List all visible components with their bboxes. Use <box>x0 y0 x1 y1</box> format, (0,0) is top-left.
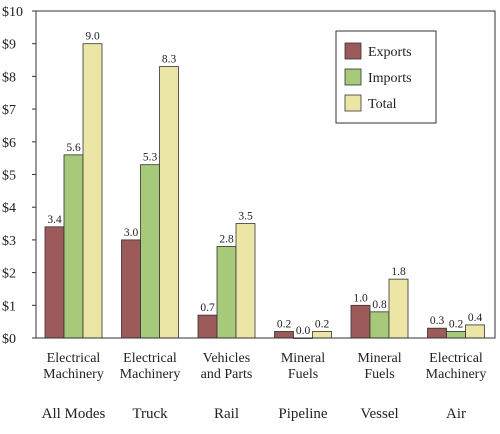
value-label: 2.8 <box>219 233 234 245</box>
bar-exports <box>197 314 218 339</box>
y-tick-label: $1 <box>2 299 16 314</box>
value-label: 1.8 <box>391 266 406 278</box>
value-label: 0.2 <box>277 318 292 330</box>
category-label: Machinery <box>120 367 181 382</box>
plot-frame <box>35 10 496 339</box>
category-label: Electrical <box>47 351 101 366</box>
value-label: 5.3 <box>143 152 158 164</box>
y-tick-label: $5 <box>2 169 16 184</box>
value-label: 9.0 <box>85 31 100 43</box>
y-tick-label: $7 <box>2 103 16 118</box>
legend-swatch-exports <box>344 42 362 60</box>
y-tick-label: $0 <box>2 332 16 347</box>
value-label: 0.8 <box>372 299 387 311</box>
bar-total <box>159 66 179 339</box>
category-label: Fuels <box>288 367 318 382</box>
y-tick-label: $3 <box>2 234 16 249</box>
category-label: Vehicles <box>203 351 250 366</box>
bar-imports <box>63 154 84 339</box>
mode-label: All Modes <box>42 406 106 422</box>
y-tick-label: $2 <box>2 267 16 282</box>
value-label: 0.2 <box>449 318 464 330</box>
bar-exports <box>44 226 65 339</box>
legend-label-exports: Exports <box>368 45 412 60</box>
bar-total <box>235 223 256 339</box>
y-tick-label: $4 <box>2 201 16 216</box>
bar-imports <box>446 331 466 339</box>
bar-exports <box>121 239 141 339</box>
category-label: and Parts <box>201 367 253 382</box>
bar-total <box>465 324 485 339</box>
legend-swatch-total <box>344 94 362 112</box>
category-label: Fuels <box>364 367 394 382</box>
category-label: Electrical <box>123 351 177 366</box>
bar-imports <box>369 311 390 339</box>
value-label: 5.6 <box>66 142 81 154</box>
value-label: 1.0 <box>353 292 368 304</box>
bar-total <box>82 43 103 339</box>
value-label: 8.3 <box>162 54 177 66</box>
value-label: 0.7 <box>200 302 215 314</box>
value-label: 0.0 <box>296 325 311 337</box>
value-labels: 3.4 5.6 9.0 3.0 5.3 8.3 0.7 2.8 3.5 0.2 0.0 0.2 1.0 0… <box>47 31 482 337</box>
bar-total <box>388 278 409 339</box>
y-tick-label: $8 <box>2 70 16 85</box>
y-axis: $0 $1 $2 $3 $4 $5 $6 $7 $8 $9 $10 <box>2 5 36 347</box>
bar-imports <box>216 246 237 339</box>
value-label: 3.4 <box>47 214 62 226</box>
legend-label-total: Total <box>368 97 397 112</box>
bar-exports <box>274 331 294 339</box>
mode-label: Pipeline <box>278 406 328 422</box>
value-label: 3.0 <box>124 227 139 239</box>
value-label: 0.3 <box>430 315 445 327</box>
y-tick-label: $10 <box>2 5 23 20</box>
value-label: 3.5 <box>238 211 253 223</box>
bar-imports <box>140 164 160 339</box>
category-label: Machinery <box>426 367 487 382</box>
bar-exports <box>350 304 371 339</box>
mode-label: Truck <box>132 406 168 422</box>
bar-exports <box>427 327 447 339</box>
value-label: 0.2 <box>315 318 330 330</box>
bar-total <box>312 331 332 339</box>
legend: Exports Imports Total <box>335 30 437 124</box>
y-tick-label: $6 <box>2 136 16 151</box>
legend-label-imports: Imports <box>368 71 412 86</box>
value-label: 0.4 <box>468 312 483 324</box>
category-label: Electrical <box>429 351 483 366</box>
category-label: Mineral <box>357 351 401 366</box>
mode-label: Vessel <box>360 406 398 422</box>
mode-label: Rail <box>214 406 239 422</box>
y-tick-label: $9 <box>2 38 16 53</box>
mode-label: Air <box>446 406 466 422</box>
category-label: Machinery <box>43 367 104 382</box>
legend-swatch-imports <box>344 68 362 86</box>
category-label: Mineral <box>281 351 325 366</box>
